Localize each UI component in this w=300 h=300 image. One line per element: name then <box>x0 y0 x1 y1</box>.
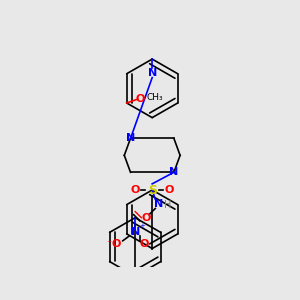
Text: O: O <box>112 239 121 249</box>
Text: N: N <box>130 226 140 237</box>
Text: N: N <box>154 199 163 209</box>
Text: S: S <box>148 184 157 196</box>
Text: N: N <box>148 68 157 78</box>
Text: O: O <box>136 94 145 104</box>
Text: N: N <box>126 134 135 143</box>
Text: O: O <box>130 185 140 195</box>
Text: H: H <box>164 200 171 210</box>
Text: O: O <box>165 185 174 195</box>
Text: +: + <box>139 223 145 229</box>
Text: O: O <box>140 239 149 249</box>
Text: N: N <box>169 167 178 177</box>
Text: ⁻: ⁻ <box>106 239 111 249</box>
Text: O: O <box>141 213 151 223</box>
Text: CH₃: CH₃ <box>146 93 163 102</box>
